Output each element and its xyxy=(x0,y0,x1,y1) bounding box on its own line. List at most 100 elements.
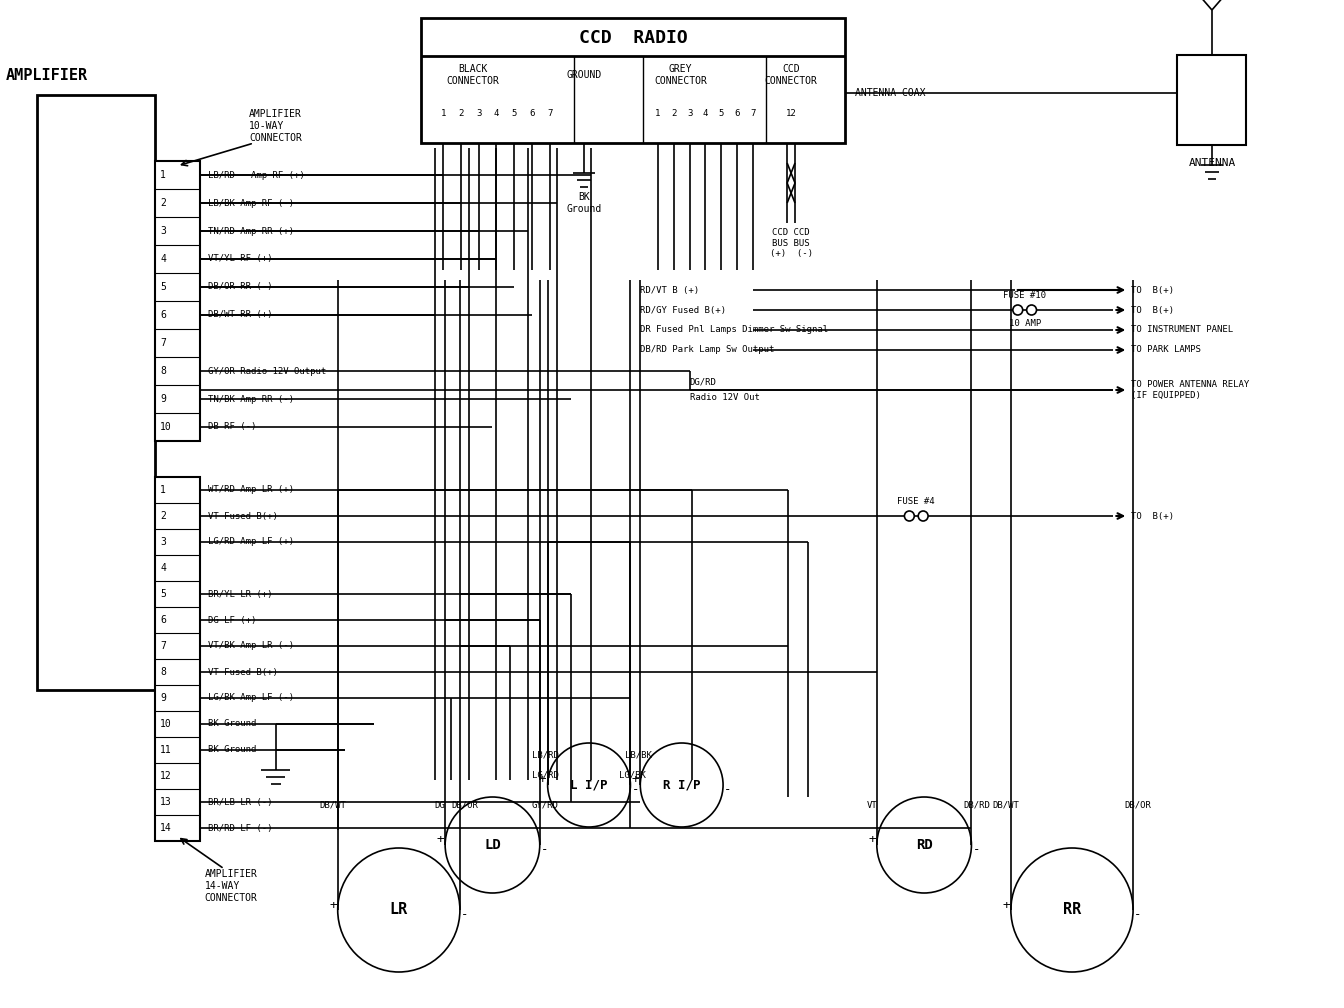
Text: 1: 1 xyxy=(160,485,167,495)
Text: TO INSTRUMENT PANEL: TO INSTRUMENT PANEL xyxy=(1132,326,1234,335)
Text: RR: RR xyxy=(1063,902,1081,917)
Bar xyxy=(156,161,200,442)
Text: RD: RD xyxy=(915,838,933,852)
Text: 4: 4 xyxy=(493,109,499,118)
Text: 14: 14 xyxy=(160,823,172,833)
Text: 1: 1 xyxy=(656,109,661,118)
Text: RD/GY Fused B(+): RD/GY Fused B(+) xyxy=(640,305,726,314)
Text: RD/VT B (+): RD/VT B (+) xyxy=(640,285,699,294)
Text: VT: VT xyxy=(867,800,878,809)
Text: +: + xyxy=(868,834,876,847)
Text: AMPLIFIER: AMPLIFIER xyxy=(5,68,87,83)
Text: GREY
CONNECTOR: GREY CONNECTOR xyxy=(655,65,707,86)
Text: 1: 1 xyxy=(160,170,167,180)
Text: FUSE #4: FUSE #4 xyxy=(898,498,935,506)
Text: 6: 6 xyxy=(160,615,167,625)
Text: 12: 12 xyxy=(160,771,172,781)
Text: 7: 7 xyxy=(750,109,755,118)
Text: WT/RD Amp LR (+): WT/RD Amp LR (+) xyxy=(207,486,293,495)
Text: GROUND: GROUND xyxy=(566,70,602,80)
Text: LG/RD Amp LF (+): LG/RD Amp LF (+) xyxy=(207,537,293,546)
Text: -: - xyxy=(724,783,731,796)
Bar xyxy=(422,18,845,143)
Text: DG/RD: DG/RD xyxy=(689,378,716,386)
Text: CCD
CONNECTOR: CCD CONNECTOR xyxy=(765,65,817,86)
Text: 13: 13 xyxy=(160,797,172,807)
Text: 10: 10 xyxy=(160,422,172,432)
Text: LR: LR xyxy=(390,902,409,917)
Text: LG/BK Amp LF (-): LG/BK Amp LF (-) xyxy=(207,694,293,703)
Text: 2: 2 xyxy=(160,198,167,208)
Text: DG: DG xyxy=(435,800,446,809)
Text: 7: 7 xyxy=(160,338,167,348)
Text: BK Ground: BK Ground xyxy=(207,720,255,729)
Text: DB/WT: DB/WT xyxy=(320,800,347,809)
Text: -: - xyxy=(461,908,469,921)
Text: -: - xyxy=(540,844,548,857)
Text: 2: 2 xyxy=(671,109,676,118)
Text: 4: 4 xyxy=(703,109,708,118)
Text: 3: 3 xyxy=(476,109,481,118)
Text: Radio 12V Out: Radio 12V Out xyxy=(689,393,759,402)
Text: TN/BK Amp RR (-): TN/BK Amp RR (-) xyxy=(207,394,293,403)
Text: FUSE #10: FUSE #10 xyxy=(1003,291,1046,300)
Text: 5: 5 xyxy=(160,282,167,292)
Text: DG LF (+): DG LF (+) xyxy=(207,616,255,625)
Text: BK Ground: BK Ground xyxy=(207,746,255,755)
Text: 6: 6 xyxy=(160,310,167,320)
Text: 7: 7 xyxy=(160,641,167,651)
Text: 7: 7 xyxy=(547,109,552,118)
Text: LB/BK Amp RF (-): LB/BK Amp RF (-) xyxy=(207,199,293,208)
Text: 5: 5 xyxy=(512,109,517,118)
Text: TO  B(+): TO B(+) xyxy=(1132,285,1175,294)
Text: 4: 4 xyxy=(160,254,167,264)
Text: 9: 9 xyxy=(160,394,167,404)
Text: TO  B(+): TO B(+) xyxy=(1132,305,1175,314)
Text: DR Fused Pnl Lamps Dimmer Sw Signal: DR Fused Pnl Lamps Dimmer Sw Signal xyxy=(640,326,828,335)
Text: DB/RD Park Lamp Sw Output: DB/RD Park Lamp Sw Output xyxy=(640,346,774,355)
Text: DB RF (-): DB RF (-) xyxy=(207,422,255,431)
Text: 12: 12 xyxy=(786,109,797,118)
Text: 4: 4 xyxy=(160,563,167,573)
Text: +: + xyxy=(539,773,547,786)
Text: VT Fused B(+): VT Fused B(+) xyxy=(207,667,277,676)
Text: R I/P: R I/P xyxy=(663,778,700,791)
Text: 5: 5 xyxy=(160,589,167,599)
Text: LD: LD xyxy=(484,838,501,852)
Text: 3: 3 xyxy=(160,537,167,547)
Text: BR/YL LR (+): BR/YL LR (+) xyxy=(207,590,271,599)
Text: DB/OR RR (-): DB/OR RR (-) xyxy=(207,282,271,291)
Text: 6: 6 xyxy=(734,109,739,118)
Text: +: + xyxy=(437,834,444,847)
Text: 2: 2 xyxy=(160,511,167,521)
Text: L I/P: L I/P xyxy=(570,778,607,791)
Text: 9: 9 xyxy=(160,694,167,703)
Text: AMPLIFIER
10-WAY
CONNECTOR: AMPLIFIER 10-WAY CONNECTOR xyxy=(249,110,302,142)
Text: TO  B(+): TO B(+) xyxy=(1132,511,1175,520)
Text: LG/RD: LG/RD xyxy=(532,770,559,779)
Text: BLACK
CONNECTOR: BLACK CONNECTOR xyxy=(446,65,499,86)
Text: ANTENNA COAX: ANTENNA COAX xyxy=(855,88,926,98)
Text: 8: 8 xyxy=(160,366,167,376)
Text: VT Fused B(+): VT Fused B(+) xyxy=(207,511,277,520)
Bar xyxy=(1177,55,1246,145)
Text: 5: 5 xyxy=(719,109,724,118)
Text: -: - xyxy=(1134,908,1142,921)
Text: 10 AMP: 10 AMP xyxy=(1008,320,1040,329)
Text: DB/WT RR (+): DB/WT RR (+) xyxy=(207,310,271,320)
Text: BR/LB LR (-): BR/LB LR (-) xyxy=(207,797,271,806)
Text: DB/OR: DB/OR xyxy=(452,800,478,809)
Text: TO PARK LAMPS: TO PARK LAMPS xyxy=(1132,346,1202,355)
Text: +: + xyxy=(329,898,336,911)
Text: DB/WT: DB/WT xyxy=(992,800,1019,809)
Text: BR/RD LF (-): BR/RD LF (-) xyxy=(207,824,271,833)
Text: GY/OR Radio 12V Output: GY/OR Radio 12V Output xyxy=(207,367,325,376)
Text: VT/YL RF (+): VT/YL RF (+) xyxy=(207,254,271,263)
Text: GY/RD: GY/RD xyxy=(531,800,558,809)
Text: CCD CCD
BUS BUS
(+)  (-): CCD CCD BUS BUS (+) (-) xyxy=(770,228,813,258)
Text: DB/RD: DB/RD xyxy=(962,800,989,809)
Text: TN/RD Amp RR (+): TN/RD Amp RR (+) xyxy=(207,227,293,236)
Text: 8: 8 xyxy=(160,667,167,677)
Bar xyxy=(156,477,200,841)
Text: -: - xyxy=(632,783,640,796)
